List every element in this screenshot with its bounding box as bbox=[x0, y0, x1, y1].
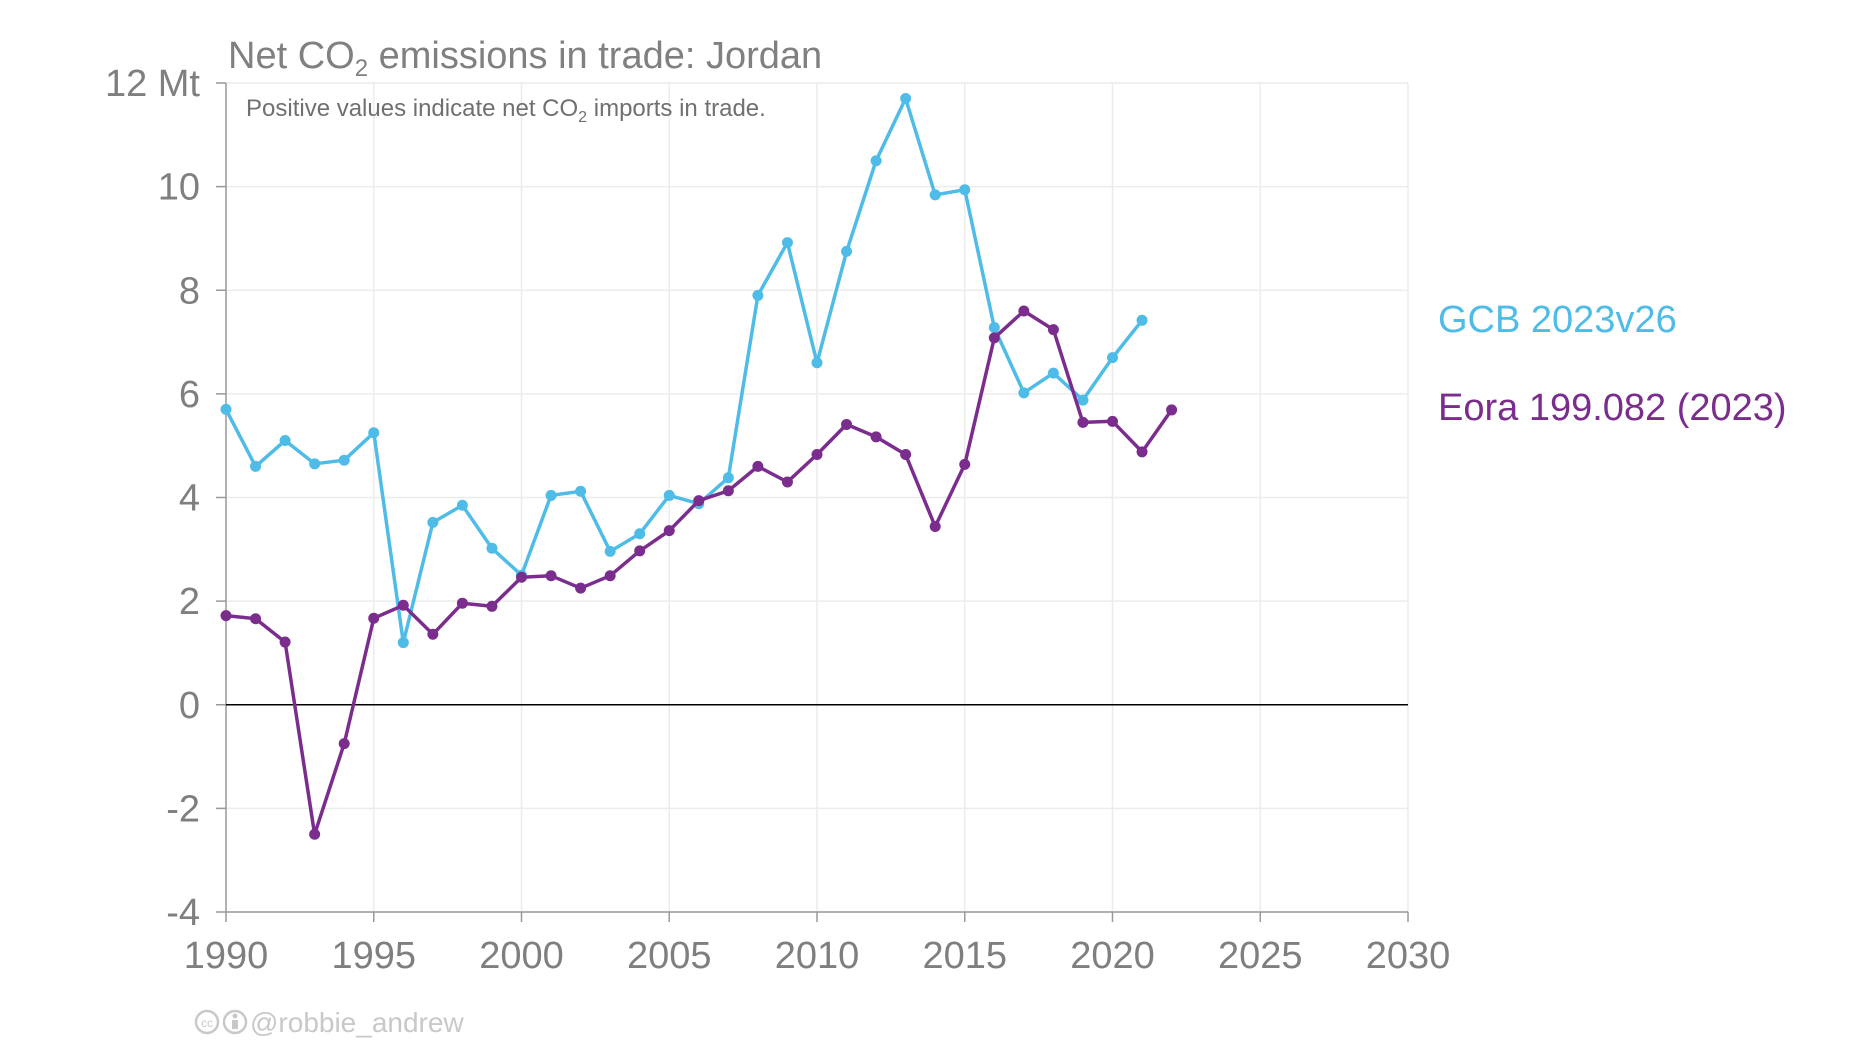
data-point bbox=[870, 431, 882, 443]
data-point bbox=[988, 322, 1000, 334]
data-point bbox=[1107, 352, 1118, 364]
data-point bbox=[427, 628, 439, 640]
y-tick-label: -2 bbox=[166, 788, 200, 830]
data-point bbox=[309, 828, 321, 840]
legend-gcb: GCB 2023v26 bbox=[1438, 299, 1677, 341]
data-point bbox=[368, 427, 380, 439]
data-point bbox=[250, 460, 262, 472]
data-point bbox=[456, 597, 468, 609]
data-point bbox=[486, 542, 498, 554]
data-point bbox=[722, 485, 734, 497]
data-point bbox=[1047, 324, 1059, 336]
y-tick-label: 6 bbox=[179, 374, 200, 416]
data-point bbox=[781, 237, 793, 249]
data-point bbox=[456, 499, 468, 511]
data-point bbox=[575, 582, 587, 594]
data-point bbox=[309, 458, 321, 470]
data-point bbox=[604, 570, 616, 582]
gridlines bbox=[226, 82, 1409, 913]
y-tick-label: 0 bbox=[179, 685, 200, 727]
y-tick-label: 2 bbox=[179, 581, 200, 623]
data-point bbox=[220, 610, 232, 622]
data-point bbox=[368, 612, 380, 624]
data-point bbox=[693, 495, 705, 507]
data-point bbox=[841, 418, 853, 430]
data-point bbox=[516, 571, 527, 583]
data-point bbox=[929, 189, 941, 201]
data-point bbox=[959, 458, 971, 470]
series-gcb bbox=[220, 93, 1148, 649]
data-point bbox=[634, 528, 646, 540]
data-point bbox=[634, 545, 646, 557]
x-tick-label: 2025 bbox=[1218, 935, 1303, 977]
x-tick-label: 2000 bbox=[479, 935, 564, 977]
y-tick-label: 4 bbox=[179, 478, 200, 520]
data-point bbox=[1077, 394, 1089, 406]
data-point bbox=[811, 448, 823, 460]
data-point bbox=[545, 570, 557, 582]
data-point bbox=[663, 525, 675, 537]
data-point bbox=[663, 489, 675, 501]
data-point bbox=[220, 403, 232, 415]
data-point bbox=[1136, 446, 1148, 458]
data-point bbox=[959, 184, 971, 196]
data-point bbox=[279, 636, 291, 648]
axes: -4 -2 0 2 4 6 8 10 1990 1995 2000 2005 2010 2015 2020 2… bbox=[158, 82, 1451, 977]
data-point bbox=[338, 454, 350, 466]
chart-title: Net CO2 emissions in trade: Jordan bbox=[228, 35, 822, 82]
x-tick-label: 2020 bbox=[1070, 935, 1155, 977]
data-point bbox=[1018, 305, 1030, 317]
data-point bbox=[338, 738, 350, 750]
data-point bbox=[870, 155, 882, 167]
y-tick-label: -4 bbox=[166, 892, 200, 934]
data-point bbox=[781, 476, 793, 488]
cc-by-icon: cc bbox=[194, 1009, 248, 1035]
data-point bbox=[988, 332, 1000, 344]
data-point bbox=[1107, 415, 1118, 427]
data-point bbox=[1047, 367, 1059, 379]
y-tick-label: 8 bbox=[179, 270, 200, 312]
data-point bbox=[250, 613, 262, 625]
data-point bbox=[427, 516, 439, 528]
series-line bbox=[224, 96, 1144, 645]
data-point bbox=[545, 489, 557, 501]
data-point bbox=[1018, 387, 1030, 399]
y-axis-unit-label: 12 Mt bbox=[105, 63, 200, 105]
x-tick-label: 2010 bbox=[775, 935, 860, 977]
data-point bbox=[1077, 416, 1089, 428]
legend-eora: Eora 199.082 (2023) bbox=[1438, 387, 1787, 429]
y-tick-label: 10 bbox=[158, 167, 200, 209]
x-tick-label: 1990 bbox=[184, 935, 269, 977]
data-point bbox=[1166, 404, 1178, 416]
data-point bbox=[722, 472, 734, 484]
data-point bbox=[397, 637, 409, 649]
data-point bbox=[575, 485, 587, 497]
series-eora bbox=[220, 305, 1178, 840]
data-point bbox=[752, 289, 764, 301]
plot-area bbox=[220, 93, 1178, 840]
x-tick-label: 2030 bbox=[1366, 935, 1451, 977]
x-tick-label: 1995 bbox=[331, 935, 416, 977]
data-point bbox=[929, 521, 941, 533]
x-tick-label: 2005 bbox=[627, 935, 712, 977]
data-point bbox=[604, 545, 616, 557]
data-point bbox=[900, 448, 912, 460]
chart-subtitle: Positive values indicate net CO2 imports… bbox=[246, 95, 766, 126]
data-point bbox=[1136, 314, 1148, 326]
data-point bbox=[279, 435, 291, 447]
data-point bbox=[900, 93, 912, 105]
credit-label: @robbie_andrew bbox=[250, 1007, 464, 1038]
data-point bbox=[841, 245, 853, 257]
data-point bbox=[397, 599, 409, 611]
x-tick-label: 2015 bbox=[922, 935, 1007, 977]
data-point bbox=[811, 357, 823, 369]
data-point bbox=[486, 600, 498, 612]
data-point bbox=[752, 460, 764, 472]
svg-text:cc: cc bbox=[201, 1016, 213, 1030]
